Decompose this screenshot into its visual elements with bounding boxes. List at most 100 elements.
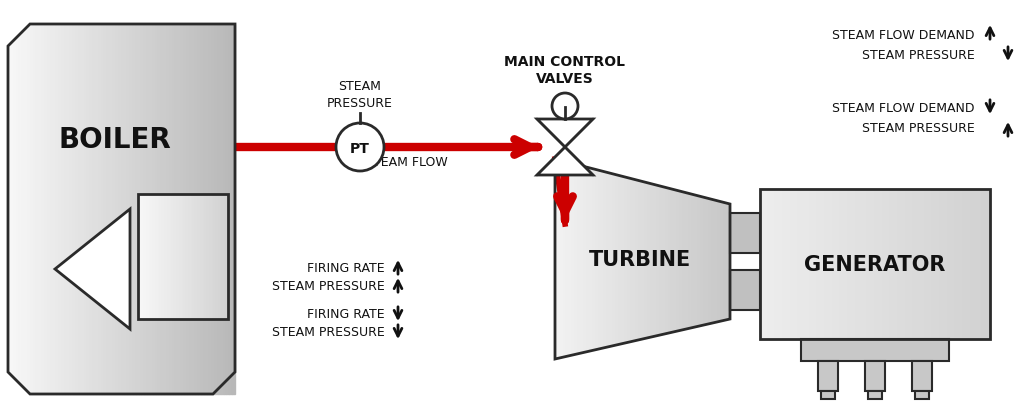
Polygon shape [905,190,909,339]
Polygon shape [138,194,141,319]
Polygon shape [184,25,186,394]
Polygon shape [921,190,925,339]
Polygon shape [894,190,898,339]
Polygon shape [222,194,225,319]
Polygon shape [634,180,637,341]
Polygon shape [170,25,173,394]
Polygon shape [929,190,933,339]
Polygon shape [71,25,74,394]
Polygon shape [127,25,130,394]
Polygon shape [898,190,902,339]
Polygon shape [695,196,698,327]
Polygon shape [119,25,122,394]
Polygon shape [582,166,584,353]
Text: BOILER: BOILER [58,126,171,153]
Polygon shape [724,203,727,320]
Polygon shape [791,190,795,339]
Polygon shape [616,175,620,345]
Polygon shape [136,25,138,394]
Polygon shape [631,179,634,342]
Polygon shape [150,25,153,394]
Polygon shape [141,194,144,319]
Polygon shape [806,190,810,339]
Polygon shape [34,25,37,394]
Polygon shape [229,25,232,394]
Polygon shape [186,194,189,319]
Polygon shape [207,25,210,394]
Polygon shape [964,190,967,339]
Bar [730,213,760,253]
Polygon shape [215,25,218,394]
Polygon shape [558,160,561,358]
Polygon shape [181,25,184,394]
Polygon shape [56,25,59,394]
Polygon shape [572,164,575,355]
Polygon shape [814,190,817,339]
Polygon shape [153,194,156,319]
Polygon shape [85,25,87,394]
Polygon shape [967,190,971,339]
Polygon shape [537,120,593,148]
Bar [730,271,760,311]
Polygon shape [147,25,150,394]
Polygon shape [221,25,223,394]
Polygon shape [31,25,34,394]
Polygon shape [933,190,936,339]
Polygon shape [219,194,222,319]
Polygon shape [564,162,566,357]
Polygon shape [799,190,802,339]
Text: TURBINE: TURBINE [589,249,691,269]
Polygon shape [96,25,98,394]
Polygon shape [645,183,648,339]
Polygon shape [613,175,616,346]
Polygon shape [856,190,860,339]
Polygon shape [55,209,130,329]
Polygon shape [183,194,186,319]
Polygon shape [675,190,678,332]
Polygon shape [16,38,19,381]
Polygon shape [174,194,177,319]
Polygon shape [890,190,894,339]
Polygon shape [683,192,686,330]
Polygon shape [669,189,672,333]
Polygon shape [686,193,689,329]
Polygon shape [640,181,642,340]
Polygon shape [710,199,713,324]
Polygon shape [959,190,964,339]
Text: STEAM FLOW DEMAND: STEAM FLOW DEMAND [833,28,975,41]
Text: STEAM FLOW: STEAM FLOW [365,156,447,168]
Polygon shape [587,168,590,352]
Polygon shape [593,169,596,350]
Polygon shape [223,25,226,394]
Polygon shape [113,25,116,394]
Polygon shape [178,25,181,394]
Polygon shape [201,194,204,319]
Text: STEAM PRESSURE: STEAM PRESSURE [862,121,975,134]
Polygon shape [698,196,700,326]
Polygon shape [74,25,76,394]
Polygon shape [50,25,53,394]
Polygon shape [225,194,228,319]
Polygon shape [879,190,883,339]
Polygon shape [25,30,28,389]
Polygon shape [159,194,162,319]
Polygon shape [779,190,783,339]
Polygon shape [867,190,871,339]
Polygon shape [795,190,799,339]
Polygon shape [821,190,825,339]
Polygon shape [39,25,42,394]
Polygon shape [783,190,786,339]
Text: STEAM PRESSURE: STEAM PRESSURE [272,326,385,339]
Polygon shape [164,25,167,394]
Polygon shape [23,33,25,386]
Polygon shape [61,25,65,394]
Polygon shape [666,188,669,334]
Polygon shape [165,194,168,319]
Circle shape [336,124,384,172]
Text: PT: PT [350,142,370,156]
Polygon shape [579,166,582,354]
Polygon shape [829,190,833,339]
Polygon shape [584,167,587,352]
Polygon shape [883,190,887,339]
Polygon shape [167,25,170,394]
